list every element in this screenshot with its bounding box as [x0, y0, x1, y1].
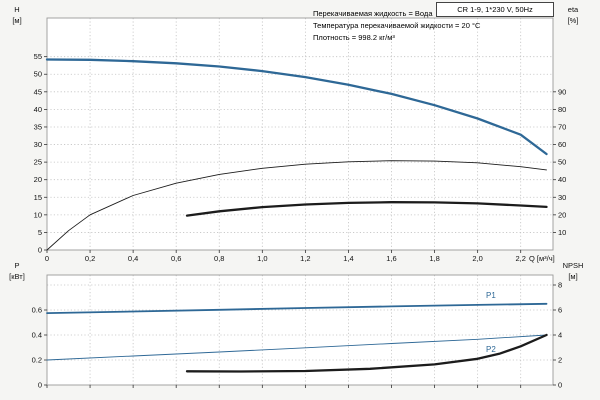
tick-label: 0.6: [32, 306, 42, 315]
tick-label: 1,4: [343, 254, 353, 263]
tick-label: 60: [558, 140, 566, 149]
npsh-axis-symbol: NPSH: [562, 261, 584, 270]
tick-label: 20: [558, 210, 566, 219]
curve-eta-total: [46, 160, 547, 251]
eta-axis-symbol: eta: [567, 5, 579, 14]
tick-label: 80: [558, 105, 566, 114]
tick-label: 30: [34, 140, 42, 149]
npsh-axis-unit: [м]: [568, 272, 578, 281]
tick-label: 20: [34, 175, 42, 184]
tick-label: 25: [34, 158, 42, 167]
tick-label: 4: [558, 331, 562, 340]
tick-label: 0,4: [128, 254, 138, 263]
tick-label: 0.4: [32, 331, 42, 340]
pump-model-title: CR 1-9, 1*230 V, 50Hz: [436, 2, 554, 17]
x-axis-title: Q [м³/ч]: [529, 254, 555, 263]
tick-label: 6: [558, 306, 562, 315]
condition-density: Плотность = 998.2 кг/м³: [313, 33, 395, 42]
curve-h: [45, 58, 548, 156]
p-axis-symbol: P: [14, 261, 20, 270]
series-label-p2: P2: [486, 345, 496, 354]
series-label-p1: P1: [486, 291, 496, 300]
h-axis-symbol: H: [14, 5, 20, 14]
right-axis-title-top: eta [%]: [558, 4, 588, 26]
tick-label: 0: [38, 246, 42, 255]
tick-label: 0,2: [85, 254, 95, 263]
curve-npsh: [185, 333, 548, 373]
tick-label: 30: [558, 193, 566, 202]
tick-label: 0.2: [32, 356, 42, 365]
condition-liquid: Перекачиваемая жидкость = Вода: [313, 9, 433, 18]
right-axis-title-bottom: NPSH [м]: [552, 260, 594, 282]
tick-label: 1,2: [300, 254, 310, 263]
tick-label: 15: [34, 193, 42, 202]
tick-label: 35: [34, 122, 42, 131]
p-axis-unit: [кВт]: [9, 272, 25, 281]
tick-label: 2,0: [472, 254, 482, 263]
tick-label: 90: [558, 87, 566, 96]
tick-label: 1,0: [257, 254, 267, 263]
curve-eta-pump: [185, 201, 548, 217]
tick-label: 0: [45, 254, 49, 263]
tick-label: 0: [558, 381, 562, 390]
h-axis-unit: [м]: [12, 16, 22, 25]
tick-label: 0,6: [171, 254, 181, 263]
tick-label: 1,8: [429, 254, 439, 263]
curve-p1: [46, 302, 548, 314]
tick-label: 2: [558, 356, 562, 365]
curve-p2: [46, 334, 547, 361]
tick-label: 5: [38, 228, 42, 237]
left-axis-title-top: H [м]: [4, 4, 30, 26]
tick-label: 2,2: [515, 254, 525, 263]
tick-label: 0: [38, 381, 42, 390]
tick-label: 55: [34, 52, 42, 61]
tick-label: 40: [34, 105, 42, 114]
tick-label: 1,6: [386, 254, 396, 263]
tick-label: 0,8: [214, 254, 224, 263]
tick-label: 10: [34, 210, 42, 219]
tick-label: 40: [558, 175, 566, 184]
operating-conditions: Перекачиваемая жидкость = Вода Температу…: [313, 8, 480, 44]
tick-label: 50: [34, 70, 42, 79]
tick-label: 70: [558, 122, 566, 131]
left-axis-title-bottom: P [кВт]: [2, 260, 32, 282]
tick-label: 8: [558, 281, 562, 290]
tick-label: 10: [558, 228, 566, 237]
eta-axis-unit: [%]: [567, 16, 579, 25]
condition-temperature: Температура перекачиваемой жидкости = 20…: [313, 21, 481, 30]
tick-label: 50: [558, 158, 566, 167]
tick-label: 45: [34, 87, 42, 96]
